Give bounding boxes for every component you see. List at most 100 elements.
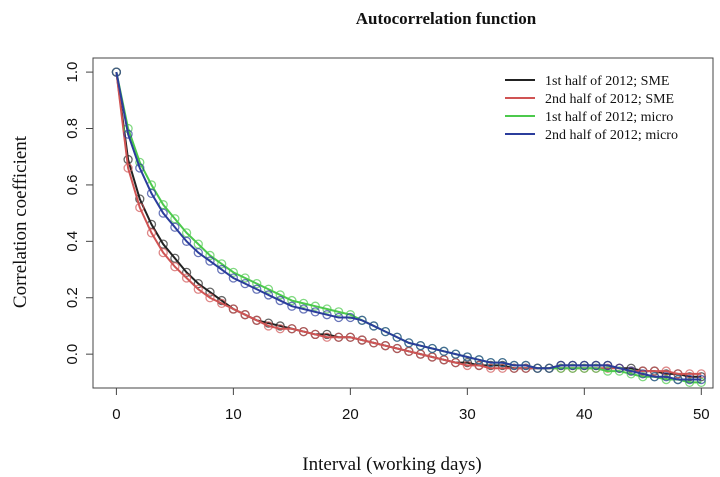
data-point [170, 262, 180, 272]
data-point [334, 312, 344, 323]
data-point [603, 363, 613, 373]
data-point [357, 335, 367, 345]
data-point [603, 360, 613, 371]
data-point [591, 360, 601, 371]
data-point [298, 304, 309, 314]
data-point [579, 363, 589, 373]
data-point [357, 315, 367, 325]
data-point [684, 372, 695, 382]
data-point [205, 287, 215, 297]
legend-label: 2nd half of 2012; micro [545, 128, 678, 143]
data-point [228, 304, 239, 314]
data-point [217, 259, 227, 269]
data-point [275, 295, 285, 306]
data-point [638, 366, 648, 376]
data-point [567, 363, 578, 373]
data-point [696, 372, 706, 382]
data-point [158, 247, 168, 258]
data-point [181, 236, 192, 246]
data-point [322, 332, 332, 342]
data-point [240, 273, 250, 283]
data-point [252, 278, 262, 289]
data-point [334, 332, 344, 342]
data-point [298, 326, 309, 337]
y-tick-label: 0.0 [64, 344, 81, 365]
data-point [486, 363, 496, 373]
data-point [415, 341, 426, 351]
data-point [404, 338, 414, 348]
data-point [252, 284, 262, 294]
data-point [217, 264, 227, 275]
data-point [345, 310, 356, 320]
y-tick-label: 0.8 [64, 118, 81, 139]
y-tick-label: 0.4 [64, 231, 81, 252]
x-axis-label: Interval (working days) [302, 454, 481, 475]
data-point [603, 366, 613, 376]
data-point [661, 369, 671, 379]
data-point [310, 329, 320, 340]
y-tick-label: 1.0 [64, 62, 81, 83]
data-point [275, 290, 285, 300]
data-point [310, 307, 320, 317]
data-point [158, 208, 168, 218]
data-point [509, 360, 519, 371]
y-tick-label: 0.2 [64, 287, 81, 308]
data-point [298, 298, 309, 309]
data-point [638, 372, 648, 382]
data-point [111, 67, 122, 77]
data-point [556, 363, 566, 373]
data-point [626, 369, 636, 379]
data-point [556, 360, 566, 371]
data-point [614, 363, 625, 373]
data-point [228, 273, 239, 283]
chart-title: Autocorrelation function [356, 9, 537, 28]
data-point [322, 310, 332, 320]
data-point [509, 363, 519, 373]
data-point [649, 366, 660, 376]
data-point [170, 222, 180, 232]
data-point [275, 321, 285, 331]
data-point [486, 360, 496, 371]
data-point [392, 343, 402, 354]
data-point [521, 360, 531, 371]
data-point [661, 374, 671, 385]
data-point [544, 363, 554, 373]
data-point [497, 363, 508, 373]
data-point [146, 228, 157, 238]
data-point [696, 374, 706, 385]
data-point [497, 357, 508, 368]
legend-label: 1st half of 2012; micro [545, 110, 673, 125]
data-point [217, 298, 227, 309]
x-tick-label: 20 [342, 406, 359, 423]
data-point [614, 366, 625, 376]
data-point [287, 295, 297, 306]
data-point [181, 273, 192, 283]
data-point [240, 310, 250, 320]
data-point [322, 304, 332, 314]
data-point [649, 372, 660, 382]
y-tick-label: 0.6 [64, 174, 81, 195]
data-point [240, 278, 250, 289]
data-point [450, 349, 461, 359]
legend-label: 2nd half of 2012; SME [545, 92, 674, 107]
x-tick-label: 40 [576, 406, 593, 423]
data-point [684, 377, 695, 388]
data-point [684, 374, 695, 385]
data-point [345, 312, 356, 323]
data-point [380, 326, 391, 337]
data-point [474, 355, 484, 365]
data-point [486, 357, 496, 368]
data-point [252, 315, 262, 325]
data-point [661, 372, 671, 382]
legend-label: 1st half of 2012; SME [545, 74, 669, 89]
data-point [334, 307, 344, 317]
data-point [228, 267, 239, 278]
data-point [579, 360, 589, 371]
data-point [474, 360, 484, 371]
data-point [263, 284, 274, 294]
data-point [287, 324, 297, 334]
data-point [275, 324, 285, 334]
data-point [369, 338, 379, 348]
data-point [497, 360, 508, 371]
data-point [123, 163, 133, 173]
